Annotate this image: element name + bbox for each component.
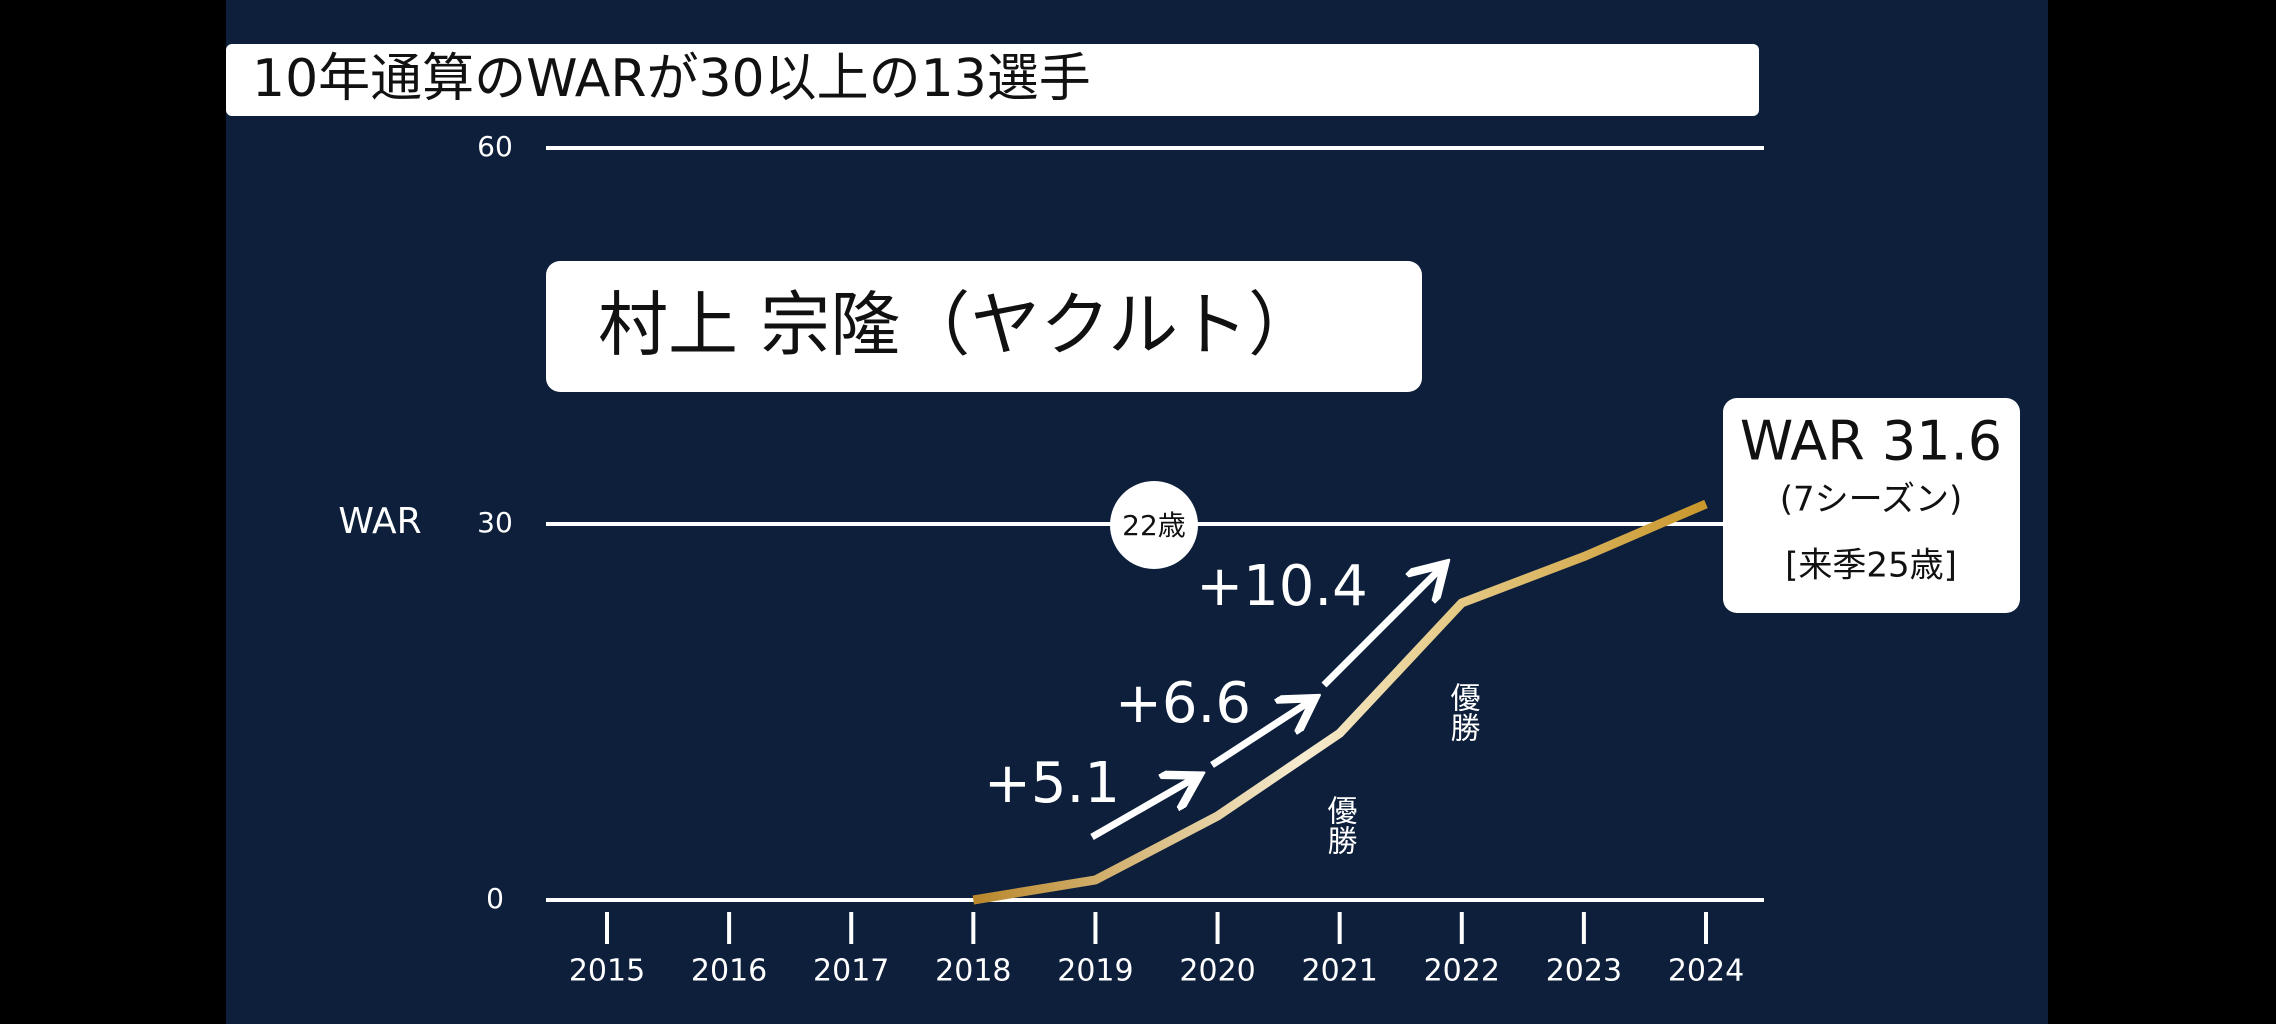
y-tick-label: 30 [477,506,513,539]
gain-label: +10.4 [1196,554,1368,619]
summary-seasons: (7シーズン) [1780,480,1962,520]
x-tick-label: 2019 [1057,954,1133,989]
x-tick-label: 2016 [691,954,767,989]
summary-age: [来季25歳] [1785,546,1957,586]
gain-label: +6.6 [1115,671,1251,736]
summary-war: WAR 31.6 [1740,410,2002,473]
series-name: 村上 宗隆（ヤクルト） [598,284,1318,366]
x-tick-label: 2023 [1546,954,1622,989]
data-line [972,499,1708,905]
y-tick-label: 60 [477,130,513,163]
x-tick-label: 2022 [1424,954,1500,989]
gain-arrow [1210,702,1309,768]
age-marker: 22歳 [1122,509,1186,542]
x-tick-label: 2020 [1179,954,1255,989]
x-tick-label: 2015 [569,954,645,989]
x-tick-label: 2018 [935,954,1011,989]
gain-arrow [1090,779,1193,841]
championship-label: 優勝 [1322,795,1358,855]
plot-area: 0 30 60 2015 2016 2017 2018 2019 2020 2021 2022 202… [477,130,1764,989]
series-name-box [546,261,1422,392]
x-tick-label: 2017 [813,954,889,989]
chart-title: 10年通算のWARが30以上の13選手 [252,49,1091,109]
gain-arrow [1321,569,1440,688]
x-tick-label: 2024 [1668,954,1744,989]
championship-label: 優勝 [1445,682,1481,742]
y-tick-label: 0 [486,882,504,915]
x-tick-label: 2021 [1301,954,1377,989]
age-marker-circle [1110,481,1198,569]
summary-box [1723,398,2020,613]
gain-label: +5.1 [984,751,1120,816]
y-axis-label: WAR [338,501,421,542]
title-box [226,44,1759,116]
